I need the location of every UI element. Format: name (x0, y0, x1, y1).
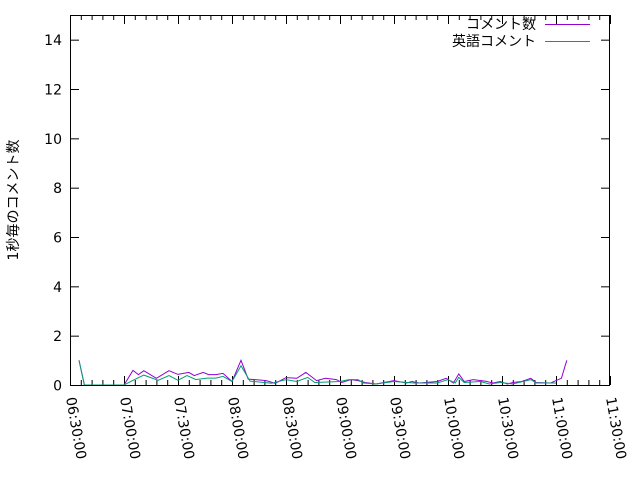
y-tick-label: 4 (53, 280, 62, 296)
y-axis-label: 1秒毎のコメント数 (6, 140, 22, 261)
x-tick-label: 09:30:00 (386, 396, 413, 461)
y-tick-label: 12 (44, 83, 62, 99)
y-tick-label: 14 (44, 33, 62, 49)
series-line-0 (78, 358, 568, 386)
x-tick-label: 08:00:00 (224, 396, 251, 461)
x-tick-label: 07:00:00 (116, 396, 143, 461)
x-tick-label: 10:30:00 (494, 396, 521, 461)
legend-label: 英語コメント (452, 33, 536, 50)
series-line-1 (78, 360, 556, 386)
y-tick-label: 2 (53, 329, 62, 345)
x-tick-label: 08:30:00 (278, 396, 305, 461)
y-tick-label: 6 (53, 231, 62, 247)
plot-border (70, 15, 610, 386)
x-tick-label: 11:00:00 (548, 396, 575, 461)
y-tick-label: 10 (44, 132, 62, 148)
x-tick-label: 11:30:00 (602, 396, 629, 461)
y-tick-label: 0 (53, 379, 62, 395)
x-tick-label: 06:30:00 (62, 396, 89, 461)
legend-label: コメント数 (466, 17, 536, 33)
x-tick-label: 07:30:00 (170, 396, 197, 461)
y-tick-label: 8 (53, 181, 62, 197)
x-tick-label: 10:00:00 (440, 396, 467, 461)
x-tick-label: 09:00:00 (332, 396, 359, 461)
